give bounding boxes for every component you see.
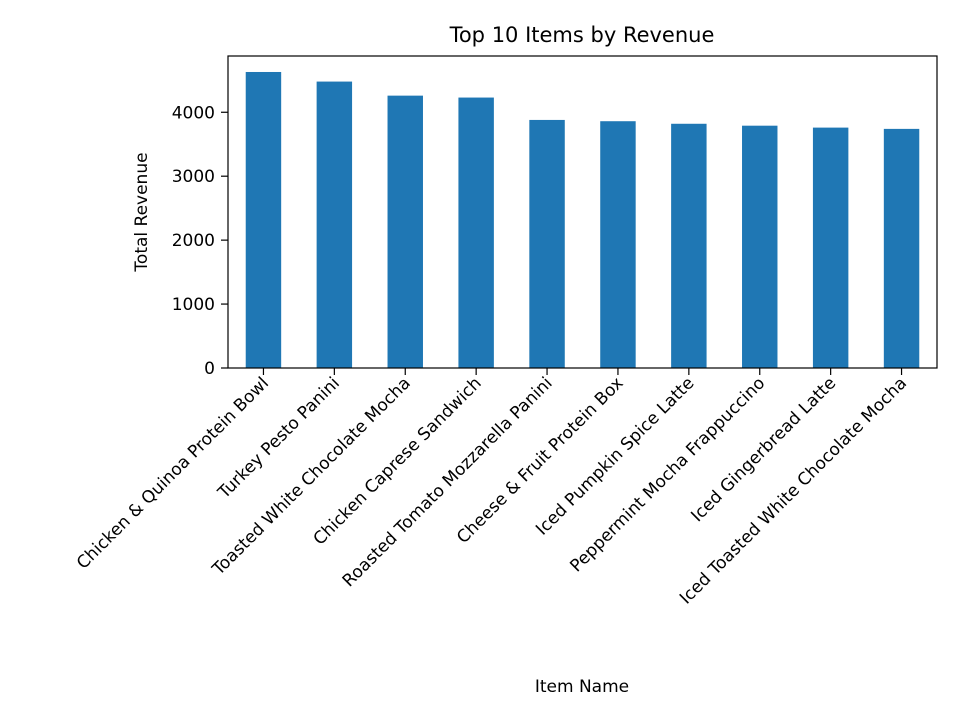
bar-5 (529, 119, 565, 369)
y-tick-label-2: 1000 (172, 295, 215, 315)
bars-group (245, 71, 920, 369)
y-tick-label-3: 2000 (172, 231, 215, 251)
bar-8 (742, 125, 778, 368)
y-tick-label-5: 4000 (172, 103, 215, 123)
x-tick-label-9: Iced Gingerbread Latte (687, 373, 840, 526)
y-tick-label-4: 3000 (172, 167, 215, 187)
plot-frame (227, 55, 938, 369)
bar-1 (245, 71, 282, 368)
bar-7 (671, 123, 707, 368)
y-axis: 0 1000 2000 3000 4000 (172, 103, 228, 379)
x-tick-label-2: Turkey Pesto Panini (214, 373, 344, 503)
bar-3 (387, 95, 423, 368)
y-tick-label-1: 0 (204, 359, 215, 379)
bar-4 (458, 97, 494, 369)
bar-10 (883, 128, 920, 368)
chart-title: Top 10 Items by Revenue (449, 23, 715, 47)
bar-9 (812, 127, 849, 368)
bar-6 (600, 121, 636, 369)
bar-2 (316, 81, 353, 369)
x-axis-title: Item Name (535, 677, 629, 697)
y-axis-title: Total Revenue (132, 152, 152, 272)
